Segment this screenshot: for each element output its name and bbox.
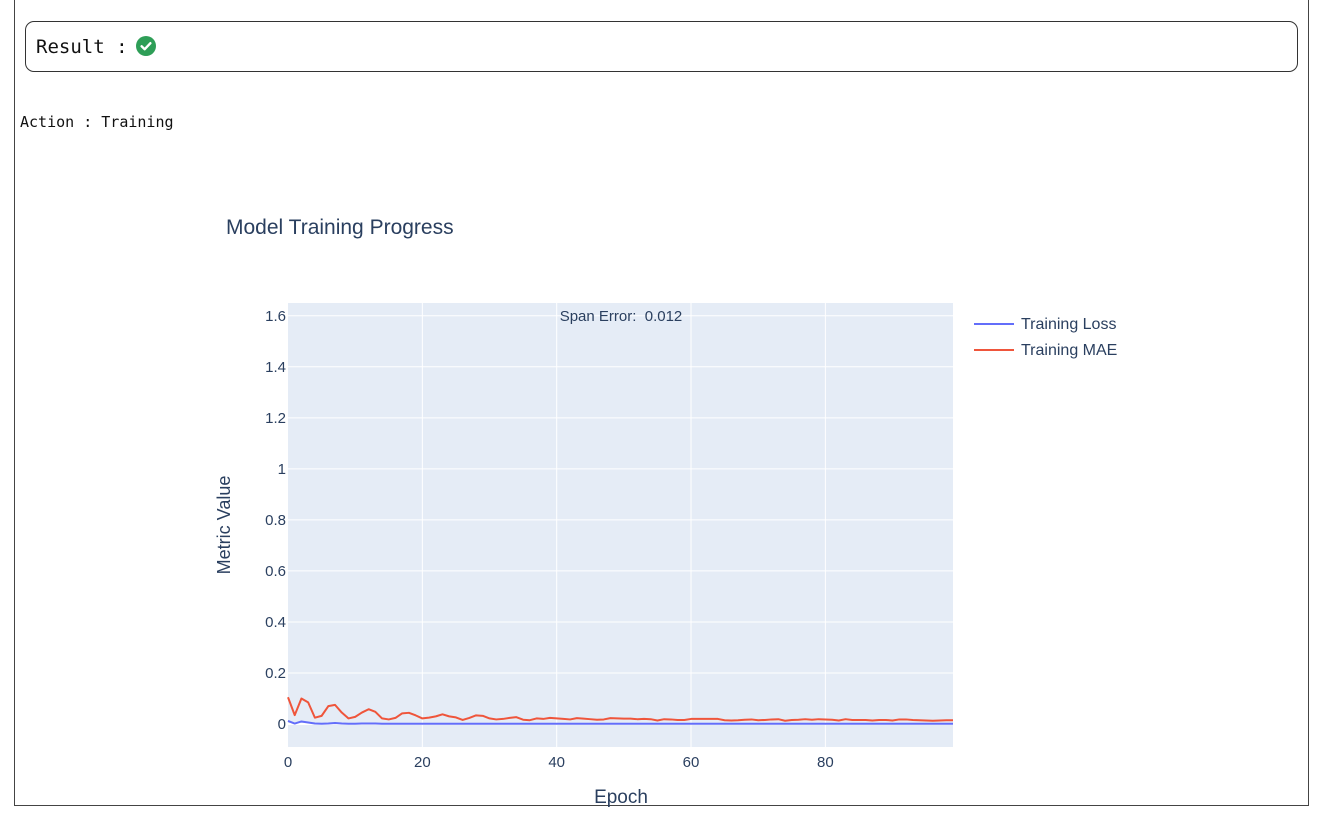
y-tick-label: 1 [278,461,286,478]
legend-label: Training Loss [1021,316,1116,333]
y-tick-label: 0.4 [265,614,286,631]
chart-annotation: Span Error: 0.012 [560,308,683,325]
result-label: Result : [36,35,128,58]
x-tick-label: 20 [414,754,431,771]
check-circle-icon [135,35,156,56]
y-tick-label: 1.2 [265,410,286,427]
y-tick-label: 0 [278,716,286,733]
chart-legend: Training Loss Training MAE [974,316,1117,359]
y-tick-label: 0.6 [265,563,286,580]
x-tick-label: 60 [683,754,700,771]
plot-area [288,303,953,747]
y-tick-label: 0.8 [265,512,286,529]
y-tick-label: 0.2 [265,665,286,682]
x-axis-title: Epoch [594,787,648,808]
training-chart: 0 20 40 60 80 0 0.2 0.4 0.6 0.8 1 1.2 1.4 1.6 Model T… [180,180,1180,809]
chart-svg: 0 20 40 60 80 0 0.2 0.4 0.6 0.8 1 1.2 1.4 1.6 Model T… [214,216,1117,808]
y-tick-label: 1.4 [265,359,286,376]
x-tick-label: 0 [284,754,292,771]
series-line-training-mae [287,696,953,722]
result-box: Result : [25,21,1298,72]
chart-title: Model Training Progress [226,216,454,239]
action-separator: : [83,113,93,131]
y-axis-title: Metric Value [214,476,234,575]
y-tick-label: 1.6 [265,308,286,325]
action-line: Action : Training [20,113,174,131]
action-value: Training [101,113,174,131]
action-label: Action [20,113,75,131]
series-line-training-loss [287,720,953,725]
x-tick-label: 80 [817,754,834,771]
x-tick-label: 40 [548,754,565,771]
legend-label: Training MAE [1021,342,1117,359]
